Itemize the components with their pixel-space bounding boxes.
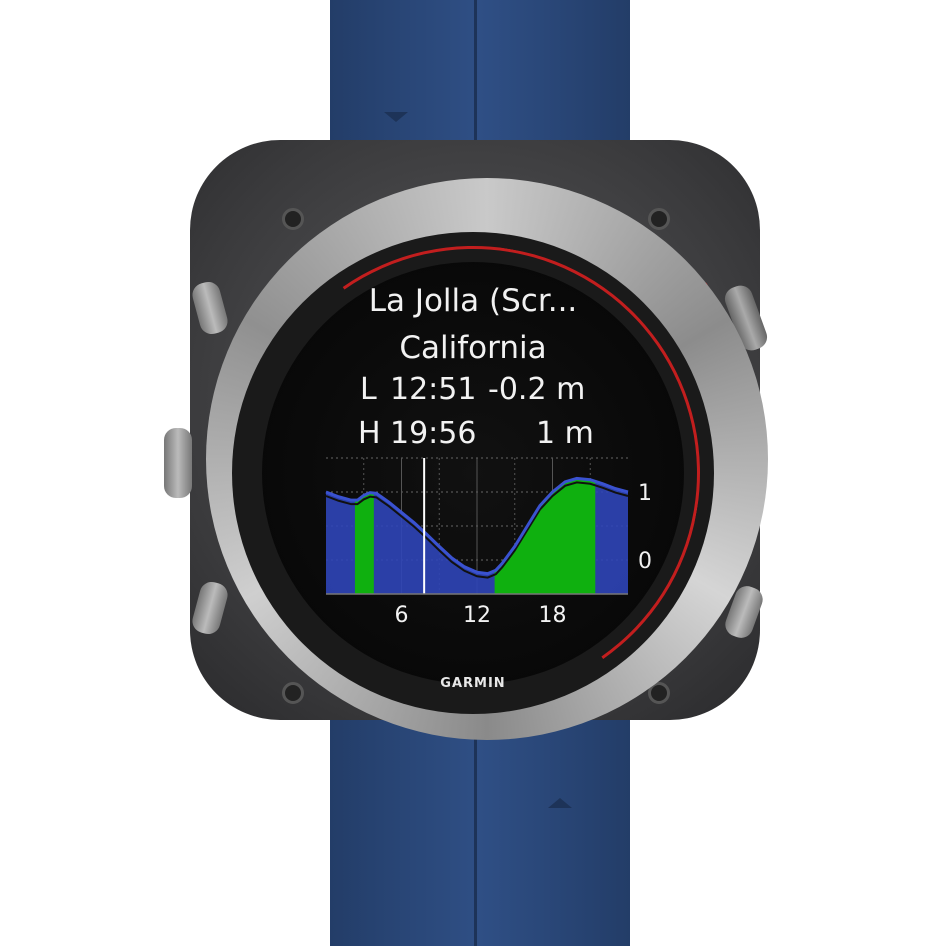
high-tide-time: 19:56: [390, 416, 477, 451]
location-name: La Jolla (Scr...: [368, 283, 578, 319]
band-seam: [474, 0, 477, 200]
button-middle-left[interactable]: [164, 428, 192, 498]
x-tick-label: 18: [539, 603, 567, 628]
y-tick-label: 1: [638, 481, 652, 506]
low-tide-height: -0.2 m: [488, 372, 586, 407]
low-tide-time: 12:51: [390, 372, 477, 407]
tide-chart: 6 12 18 1 0: [325, 457, 652, 628]
band-arrow-down-icon: [384, 112, 408, 122]
band-arrow-up-icon: [548, 798, 572, 808]
tide-curve-shadow: [325, 481, 629, 579]
x-tick-label: 12: [463, 603, 491, 628]
screw: [282, 208, 304, 230]
watch-band-bottom: [330, 720, 630, 946]
band-seam: [474, 720, 477, 946]
high-tide-label: H: [358, 416, 381, 451]
low-tide-label: L: [360, 372, 377, 407]
screw: [648, 682, 670, 704]
location-region: California: [399, 330, 547, 366]
screw: [648, 208, 670, 230]
display: [262, 262, 684, 684]
screw: [282, 682, 304, 704]
x-tick-label: 6: [395, 603, 409, 628]
y-tick-label: 0: [638, 549, 652, 574]
high-tide-height: 1 m: [536, 416, 594, 451]
brand-logo: GARMIN: [440, 676, 506, 691]
highlight-band: [354, 478, 374, 594]
tide-curve: [325, 476, 629, 576]
